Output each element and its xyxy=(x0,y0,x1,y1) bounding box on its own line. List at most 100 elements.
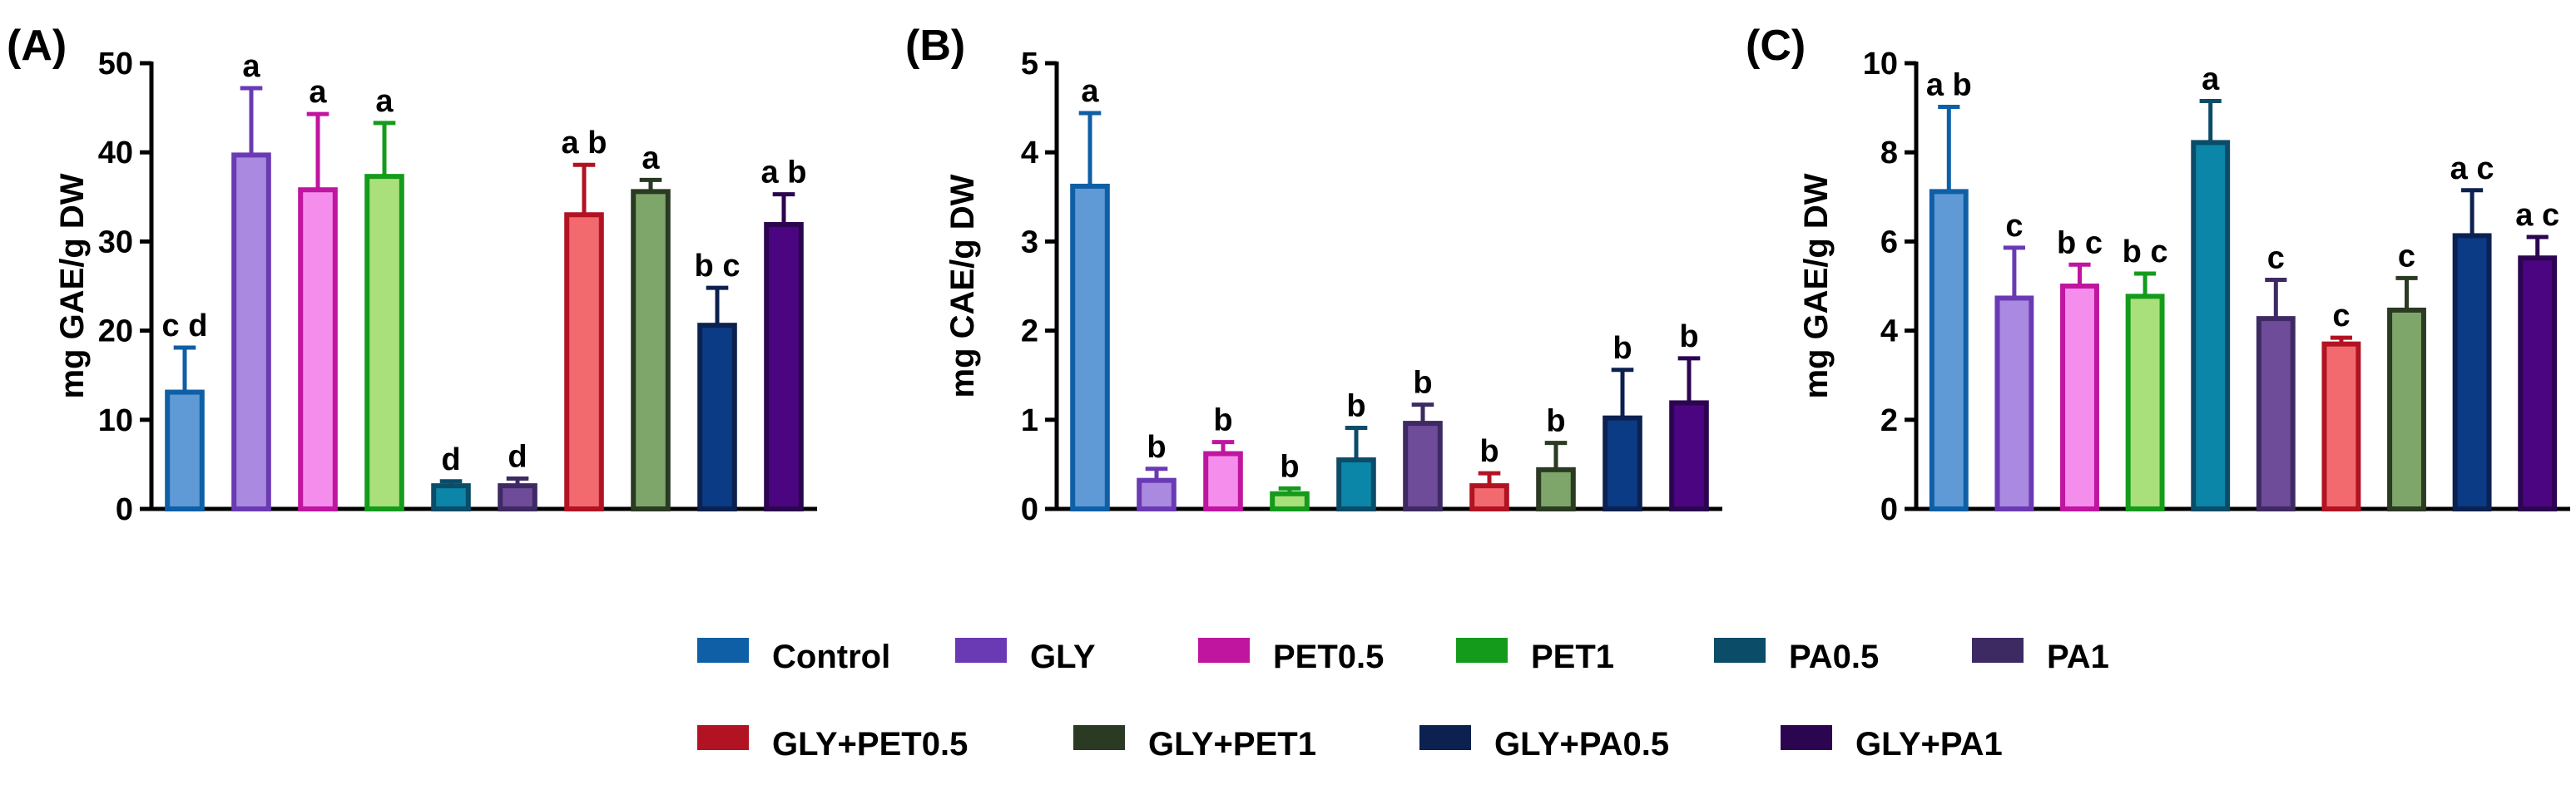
significance-label: c xyxy=(2005,209,2023,244)
bar xyxy=(1536,467,1576,511)
significance-label: a xyxy=(1081,74,1099,109)
bar xyxy=(2256,316,2296,511)
bar xyxy=(1137,477,1177,511)
y-tick-label: 20 xyxy=(98,314,133,349)
significance-label: a xyxy=(2202,62,2220,97)
significance-label: c xyxy=(2332,299,2350,333)
bar xyxy=(2452,233,2492,511)
y-tick-label: 6 xyxy=(1880,225,1898,259)
bar-group-6: c xyxy=(2321,299,2361,511)
y-tick-label: 50 xyxy=(98,47,133,81)
bar-group-8: a c xyxy=(2450,151,2494,511)
bar xyxy=(1994,295,2034,511)
significance-label: a c xyxy=(2450,151,2494,186)
significance-label: b xyxy=(1213,403,1232,438)
bar xyxy=(364,174,404,511)
significance-label: a b xyxy=(761,156,807,190)
legend-label: GLY+PA1 xyxy=(1855,726,2003,763)
bar xyxy=(431,483,471,511)
bar xyxy=(1336,457,1376,511)
bar xyxy=(1203,451,1243,512)
bar-group-0: c d xyxy=(162,309,208,511)
bar-group-9: a b xyxy=(761,156,807,511)
bar xyxy=(2191,140,2231,512)
significance-label: c d xyxy=(162,309,208,343)
significance-label: b xyxy=(1280,449,1299,484)
legend-swatch xyxy=(955,638,1007,663)
bar xyxy=(1270,491,1310,512)
bar-group-1: a xyxy=(231,49,271,512)
y-tick-label: 10 xyxy=(98,403,133,438)
y-axis-label: mg GAE/g DW xyxy=(54,173,91,398)
legend-item: GLY xyxy=(955,638,1096,675)
legend-item: GLY+PET1 xyxy=(1073,725,1316,763)
legend-item: GLY+PET0.5 xyxy=(697,725,968,763)
bar-group-7: b xyxy=(1536,404,1576,511)
bar-group-1: c xyxy=(1994,209,2034,511)
bar xyxy=(2387,307,2426,511)
panel-label: (B) xyxy=(905,22,965,70)
bar-group-8: b xyxy=(1603,331,1642,512)
significance-label: a b xyxy=(562,126,607,160)
significance-label: c xyxy=(2267,240,2285,275)
bar xyxy=(2321,341,2361,511)
bar-group-9: a c xyxy=(2515,198,2559,511)
bar-group-8: b c xyxy=(695,249,741,511)
panel-label: (A) xyxy=(7,22,67,70)
y-axis-label: mg CAE/g DW xyxy=(944,174,981,397)
bar-group-4: a xyxy=(2191,62,2231,512)
bar xyxy=(631,189,671,511)
legend: Control GLY PET0.5 PET1 PA0.5 PA1 GLY+PET0.5 GL… xyxy=(697,638,2109,763)
y-tick-label: 0 xyxy=(116,492,133,527)
significance-label: b xyxy=(1147,430,1166,465)
legend-item: GLY+PA0.5 xyxy=(1419,725,1669,763)
legend-swatch xyxy=(1456,638,1508,663)
significance-label: b xyxy=(1546,404,1565,439)
bar-group-0: a b xyxy=(1926,68,1972,511)
bar-group-4: b xyxy=(1336,388,1376,511)
bar-group-4: d xyxy=(431,442,471,511)
panel-2: (C) mg GAE/g DW 0 2 4 6 8 10 a b c b c b c a c c c a c a … xyxy=(1746,22,2570,527)
bar xyxy=(1070,183,1110,511)
significance-label: b c xyxy=(695,249,741,284)
bar xyxy=(1929,189,1969,511)
bar xyxy=(2125,294,2165,511)
bar xyxy=(1669,400,1709,512)
bar-group-3: b xyxy=(1270,449,1310,512)
legend-label: GLY+PA0.5 xyxy=(1494,726,1669,763)
y-tick-label: 2 xyxy=(1021,314,1038,349)
panel-label: (C) xyxy=(1746,22,1806,70)
legend-item: GLY+PA1 xyxy=(1781,725,2003,763)
bar-group-5: b xyxy=(1403,366,1443,512)
y-tick-label: 5 xyxy=(1021,47,1038,81)
y-axis-label: mg GAE/g DW xyxy=(1798,173,1835,398)
bar xyxy=(1603,415,1642,512)
bar xyxy=(498,483,537,511)
legend-item: PET0.5 xyxy=(1198,638,1384,675)
bar xyxy=(697,323,737,511)
legend-swatch xyxy=(1198,638,1250,663)
bar-group-1: b xyxy=(1137,430,1177,511)
bar xyxy=(298,187,338,511)
y-tick-label: 10 xyxy=(1863,47,1898,81)
bar xyxy=(2060,284,2099,511)
bar-group-9: b xyxy=(1669,319,1709,512)
significance-label: b c xyxy=(2057,225,2103,260)
legend-swatch xyxy=(1073,725,1125,750)
y-tick-label: 2 xyxy=(1880,403,1898,438)
y-tick-label: 4 xyxy=(1880,314,1898,349)
legend-item: PA1 xyxy=(1972,638,2109,675)
legend-label: PA0.5 xyxy=(1789,639,1879,675)
legend-swatch xyxy=(1419,725,1471,750)
legend-label: GLY+PET1 xyxy=(1148,726,1316,763)
significance-label: a xyxy=(309,75,327,110)
bar-group-7: c xyxy=(2387,239,2426,511)
y-tick-label: 1 xyxy=(1021,403,1038,438)
legend-label: PET1 xyxy=(1531,639,1614,675)
significance-label: b c xyxy=(2123,235,2168,269)
significance-label: a xyxy=(642,141,660,175)
bar-group-2: b xyxy=(1203,403,1243,512)
bar xyxy=(165,389,205,511)
